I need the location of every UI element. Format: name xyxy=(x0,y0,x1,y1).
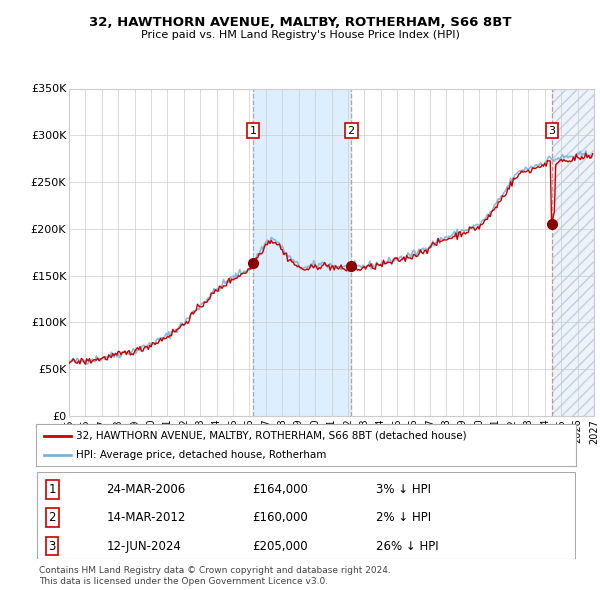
Text: 2: 2 xyxy=(49,511,56,524)
Text: 12-JUN-2024: 12-JUN-2024 xyxy=(106,540,181,553)
Text: 1: 1 xyxy=(250,126,257,136)
Bar xyxy=(253,88,351,416)
Text: 3% ↓ HPI: 3% ↓ HPI xyxy=(376,483,431,496)
Text: Contains HM Land Registry data © Crown copyright and database right 2024.: Contains HM Land Registry data © Crown c… xyxy=(39,566,391,575)
Text: 32, HAWTHORN AVENUE, MALTBY, ROTHERHAM, S66 8BT: 32, HAWTHORN AVENUE, MALTBY, ROTHERHAM, … xyxy=(89,16,511,29)
Text: 3: 3 xyxy=(49,540,56,553)
Bar xyxy=(552,88,594,416)
Text: £160,000: £160,000 xyxy=(252,511,308,524)
Text: 26% ↓ HPI: 26% ↓ HPI xyxy=(376,540,439,553)
Text: 1: 1 xyxy=(49,483,56,496)
Text: This data is licensed under the Open Government Licence v3.0.: This data is licensed under the Open Gov… xyxy=(39,577,328,586)
Text: £164,000: £164,000 xyxy=(252,483,308,496)
Text: 2% ↓ HPI: 2% ↓ HPI xyxy=(376,511,431,524)
Text: 3: 3 xyxy=(548,126,556,136)
Text: Price paid vs. HM Land Registry's House Price Index (HPI): Price paid vs. HM Land Registry's House … xyxy=(140,30,460,40)
Text: 24-MAR-2006: 24-MAR-2006 xyxy=(106,483,185,496)
Text: 32, HAWTHORN AVENUE, MALTBY, ROTHERHAM, S66 8BT (detached house): 32, HAWTHORN AVENUE, MALTBY, ROTHERHAM, … xyxy=(77,431,467,441)
Text: HPI: Average price, detached house, Rotherham: HPI: Average price, detached house, Roth… xyxy=(77,450,327,460)
Text: 2: 2 xyxy=(347,126,355,136)
Bar xyxy=(552,88,594,416)
Text: £205,000: £205,000 xyxy=(252,540,308,553)
Text: 14-MAR-2012: 14-MAR-2012 xyxy=(106,511,185,524)
